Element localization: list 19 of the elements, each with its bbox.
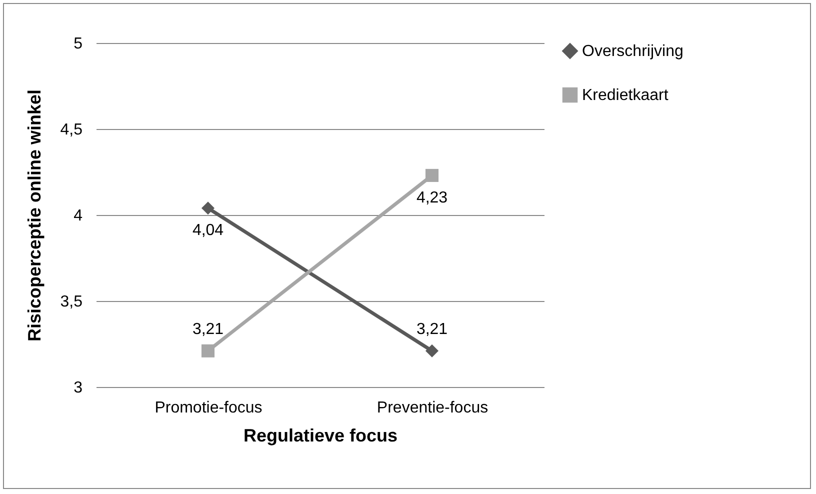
point: [425, 168, 439, 182]
point: [201, 344, 215, 358]
data-label: 4,23: [416, 189, 448, 206]
legend-label: Overschrijving: [582, 43, 684, 60]
x-tick-label: Promotie-focus: [154, 400, 262, 416]
point: [201, 202, 215, 215]
data-label: 4,04: [192, 222, 224, 240]
data-label: 3,21: [416, 320, 448, 338]
data-label: 3,21: [192, 320, 224, 338]
x-axis-title: Regulatieve focus: [243, 426, 398, 446]
point: [425, 344, 439, 358]
y-tick-label: 3: [74, 380, 83, 396]
y-tick-label: 3,5: [60, 294, 83, 310]
y-tick-label: 5: [74, 36, 83, 52]
y-axis-title: Risicoperceptie online winkel: [24, 89, 44, 342]
legend-label: Kredietkaart: [582, 87, 669, 104]
y-tick-label: 4: [74, 208, 83, 224]
y-tick-label: 4,5: [60, 122, 83, 138]
x-tick-label: Preventie-focus: [376, 400, 488, 416]
